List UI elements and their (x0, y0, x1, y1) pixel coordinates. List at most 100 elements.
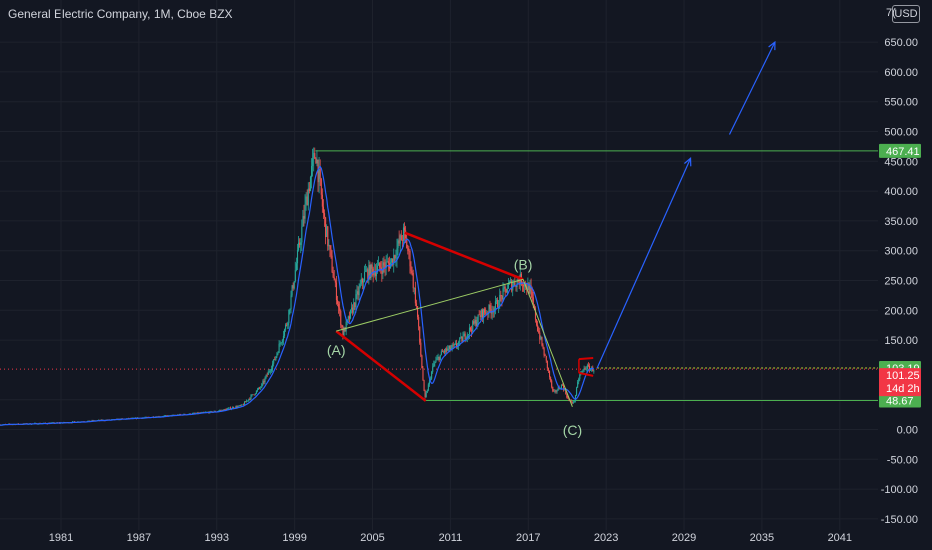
candle-body (511, 280, 513, 291)
candle-body (345, 321, 347, 332)
candle-body (590, 369, 592, 371)
candle-body (228, 407, 230, 409)
y-tick-label: 650.00 (884, 37, 918, 49)
candle-body (465, 338, 467, 340)
candle-body (546, 360, 548, 369)
candle-body (532, 297, 534, 306)
candle-body (276, 353, 278, 357)
candle-body (499, 294, 501, 307)
candle-body (245, 401, 247, 403)
candle-body (572, 401, 574, 403)
y-tick-label: 400.00 (884, 186, 918, 198)
candle-body (592, 367, 594, 372)
candle-body (500, 294, 502, 296)
candle-body (489, 304, 491, 309)
candle-body (381, 269, 383, 274)
candle-body (497, 300, 499, 308)
candle-body (347, 316, 349, 320)
candle-body (342, 327, 344, 337)
chart-grid (0, 0, 878, 530)
candle-body (455, 343, 458, 347)
candle-body (290, 295, 292, 310)
candle-body (385, 261, 387, 268)
candle-body (470, 327, 472, 330)
candle-body (466, 334, 468, 339)
candle-body (586, 365, 588, 369)
candle-body (358, 287, 360, 296)
candle-body (434, 361, 436, 364)
y-tick-label: 250.00 (884, 276, 918, 288)
price-tag-467-text: 467.41 (886, 146, 920, 158)
candle-body (349, 309, 352, 319)
projection-arrow-line (596, 158, 692, 369)
candle-body (89, 420, 91, 422)
candle-body (327, 226, 329, 247)
wedge-line-1 (578, 356, 594, 361)
candle-body (331, 255, 333, 273)
candle-body (375, 270, 378, 277)
x-tick-label: 1999 (282, 532, 306, 544)
candle-body (446, 348, 448, 351)
candle-body (542, 345, 544, 349)
candle-body (412, 272, 414, 289)
candle-body (286, 324, 288, 326)
candle-body (164, 415, 167, 417)
candle-body (501, 295, 503, 300)
candle-body (386, 261, 388, 262)
candle-body (226, 408, 228, 410)
candle-body (593, 370, 595, 372)
candle-body (268, 371, 270, 373)
candle-body (468, 327, 471, 335)
candle-body (283, 329, 286, 336)
candle-body (480, 309, 482, 318)
candle-body (463, 333, 465, 337)
current-price-countdown: 14d 2h (886, 383, 920, 395)
candle-body (354, 302, 356, 308)
moving-average-line (0, 165, 594, 426)
candle-body (461, 336, 463, 342)
candle-body (222, 409, 224, 411)
currency-button[interactable]: USD (892, 5, 920, 23)
candle-body (396, 247, 398, 259)
candle-body (484, 309, 486, 313)
candle-body (306, 196, 308, 206)
y-tick-label: -50.00 (887, 454, 918, 466)
candle-body (451, 344, 453, 348)
candle-body (264, 377, 266, 383)
candle-body (437, 356, 439, 359)
candle-body (320, 178, 322, 195)
candle-body (325, 217, 327, 237)
candle-body (481, 309, 484, 319)
candle-body (406, 237, 408, 249)
candle-body (353, 302, 355, 313)
candle-body (536, 319, 538, 325)
candle-body (574, 395, 577, 402)
price-axis: 650.00 600.00 550.00 500.00 450.00 400.00 350.… (881, 7, 918, 526)
candle-body (432, 366, 434, 372)
candle-body (560, 384, 562, 389)
candle-body (404, 227, 406, 231)
candle-body (570, 400, 572, 402)
candle-body (313, 153, 315, 159)
candle-body (361, 278, 363, 283)
candle-body (253, 394, 255, 396)
candle-body (282, 335, 284, 341)
candle-body (314, 153, 316, 159)
candle-body (196, 412, 198, 414)
candle-body (302, 215, 304, 227)
candle-body (419, 326, 421, 343)
candle-body (515, 285, 517, 288)
candle-body (304, 204, 306, 219)
candle-body (356, 291, 358, 295)
candle-body (359, 284, 361, 288)
candle-body (348, 316, 350, 319)
candle-body (260, 387, 262, 388)
x-tick-label: 2011 (439, 532, 463, 544)
candle-body (464, 333, 466, 340)
candle-body (295, 263, 297, 271)
candle-body (589, 366, 591, 371)
price-tag-467-bg (879, 143, 921, 158)
candle-body (377, 265, 379, 271)
